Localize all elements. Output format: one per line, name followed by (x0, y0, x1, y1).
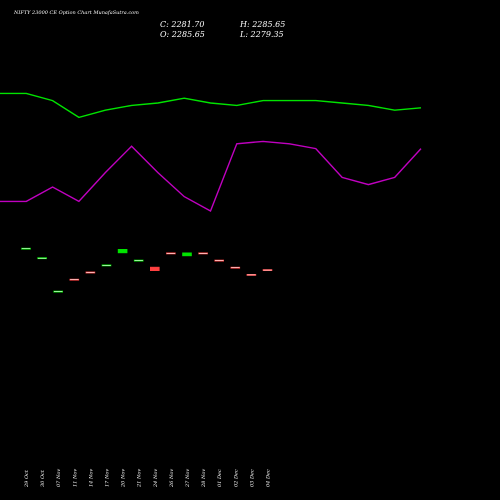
x-tick-label: 11 Nov (72, 469, 78, 487)
candle-12 (198, 252, 208, 255)
candle-4 (69, 278, 80, 281)
candle-7 (117, 249, 128, 254)
candle-16 (262, 269, 273, 272)
x-tick-label: 28 Nov (201, 469, 207, 488)
indicator-line-2 (0, 140, 422, 212)
candle-14 (230, 266, 241, 269)
x-tick-label: 21 Nov (137, 469, 143, 488)
candle-6 (101, 264, 112, 267)
x-axis-labels: 29 Oct 30 Oct 07 Nov 11 Nov 14 Nov 17 Nov 20 N… (24, 469, 272, 488)
candle-10 (166, 252, 176, 255)
x-tick-label: 17 Nov (105, 469, 111, 487)
candle-11 (182, 252, 192, 257)
low-readout: L: 2279.35 (239, 30, 284, 39)
candle-2 (37, 257, 47, 260)
candle-3 (53, 290, 64, 293)
x-tick-label: 02 Dec (233, 469, 239, 487)
x-tick-label: 07 Nov (56, 469, 62, 487)
candle-5 (85, 271, 96, 274)
x-tick-label: 01 Dec (217, 469, 223, 487)
candle-15 (246, 273, 257, 276)
chart-title: NIFTY 23000 CE Option Chart MunafaSutra.… (13, 10, 139, 16)
x-tick-label: 27 Nov (185, 469, 191, 488)
indicator-line-1 (0, 92, 422, 119)
candle-1 (21, 247, 31, 250)
x-tick-label: 26 Nov (169, 469, 175, 488)
x-tick-label: 14 Nov (88, 469, 94, 487)
close-readout: C: 2281.70 (160, 20, 204, 29)
candles (21, 247, 273, 293)
x-tick-label: 04 Dec (266, 469, 272, 487)
indicator-lines (0, 92, 422, 212)
x-tick-label: 29 Oct (24, 469, 30, 488)
x-tick-label: 20 Nov (121, 469, 127, 488)
x-tick-label: 30 Oct (40, 469, 46, 487)
candle-9 (150, 266, 160, 272)
x-tick-label: 03 Dec (249, 469, 255, 487)
candle-13 (214, 259, 224, 262)
x-tick-label: 24 Nov (153, 469, 159, 488)
candle-8 (133, 259, 144, 262)
open-readout: O: 2285.65 (160, 30, 205, 39)
high-readout: H: 2285.65 (239, 20, 285, 29)
